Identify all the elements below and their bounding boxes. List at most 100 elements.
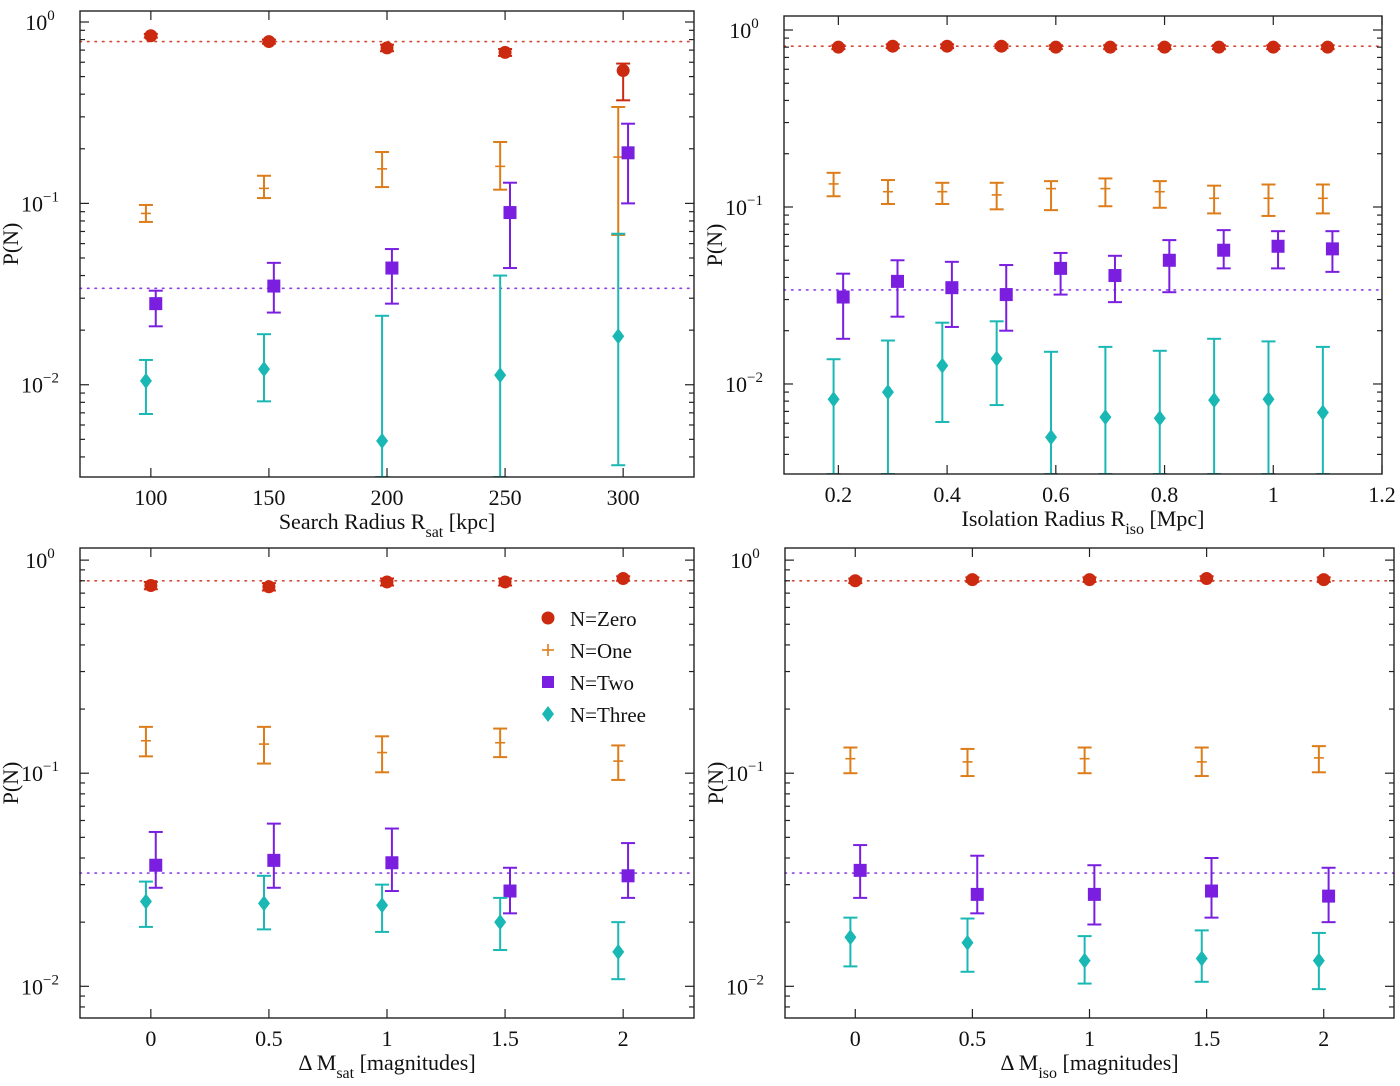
x-tick-label: 0.6 <box>1042 482 1070 507</box>
legend-label: N=Zero <box>570 607 637 631</box>
data-point-n-three <box>611 232 626 467</box>
data-point-n-three <box>1194 929 1209 983</box>
x-axis-label-main: Search Radius R <box>279 509 426 534</box>
data-point-n-two <box>853 844 868 899</box>
data-point-n-zero <box>1266 40 1281 54</box>
data-point-n-one <box>1098 177 1113 208</box>
y-axis-label: P(N) <box>0 223 23 266</box>
marker-square <box>1162 253 1176 267</box>
data-point-n-zero <box>261 35 276 49</box>
x-axis-label-subscript: iso <box>1038 1065 1057 1082</box>
data-point-n-one <box>493 140 508 191</box>
data-point-n-one <box>960 747 975 778</box>
x-axis-label-unit: [magnitudes] <box>354 1050 476 1075</box>
data-point-n-one <box>1194 746 1209 778</box>
y-tick-label: 10−1 <box>725 193 763 220</box>
y-axis-label: P(N) <box>0 762 23 805</box>
data-point-n-three <box>960 917 975 973</box>
y-tick-base: 10 <box>726 761 748 786</box>
x-tick-label: 1.5 <box>1193 1026 1221 1051</box>
x-tick-label: 100 <box>134 485 167 510</box>
legend-item: N=Two <box>542 671 634 695</box>
data-point-n-three <box>826 358 841 474</box>
data-point-n-zero <box>1082 573 1097 587</box>
data-point-n-three <box>1315 345 1330 474</box>
y-tick-base: 10 <box>21 191 43 216</box>
data-point-n-one <box>843 746 858 775</box>
y-tick-exponent: 0 <box>47 8 55 24</box>
data-point-n-one <box>257 174 272 200</box>
data-point-n-two <box>944 260 959 328</box>
data-point-n-three <box>493 274 508 477</box>
data-point-n-zero <box>1048 40 1063 54</box>
data-point-n-two <box>266 261 281 314</box>
x-tick-label: 0.2 <box>825 482 853 507</box>
marker-square <box>970 887 984 901</box>
data-point-n-zero <box>143 579 158 593</box>
data-point-n-zero <box>831 40 846 54</box>
marker-circle <box>994 39 1008 53</box>
data-point-n-zero <box>965 573 980 587</box>
marker-square <box>1322 889 1336 903</box>
data-point-n-three <box>935 321 950 423</box>
data-point-n-two <box>1162 239 1177 294</box>
x-tick-label: 0 <box>145 1026 156 1051</box>
data-point-n-one <box>1077 746 1092 775</box>
y-tick-exponent: −2 <box>747 370 763 386</box>
marker-diamond <box>827 391 840 408</box>
data-point-n-zero <box>380 575 394 589</box>
data-point-n-zero <box>1316 573 1331 587</box>
marker-circle <box>1266 40 1280 54</box>
data-point-n-two <box>1053 251 1068 296</box>
marker-square <box>1108 269 1122 283</box>
x-axis-label-unit: [Mpc] <box>1144 506 1204 531</box>
x-axis-label-main: Isolation Radius R <box>962 506 1126 531</box>
data-point-n-three <box>1261 340 1276 474</box>
axes-frame <box>783 15 1383 475</box>
y-tick-exponent: −1 <box>43 189 59 205</box>
y-tick-base: 10 <box>21 761 43 786</box>
data-point-n-one <box>611 105 626 236</box>
y-axis-label: P(N) <box>703 762 728 805</box>
axes-frame <box>784 547 1395 1019</box>
y-tick-label: 10−2 <box>21 972 59 999</box>
marker-square <box>1087 887 1101 901</box>
marker-circle <box>616 64 630 78</box>
y-tick-exponent: −2 <box>43 972 59 988</box>
marker-circle <box>831 40 845 54</box>
marker-circle <box>886 39 900 53</box>
y-tick-base: 10 <box>25 10 47 35</box>
y-tick-exponent: −1 <box>748 759 764 775</box>
y-axis-label: P(N) <box>702 224 727 267</box>
data-point-n-two <box>999 264 1014 332</box>
data-point-n-zero <box>616 62 631 102</box>
y-tick-label: 100 <box>729 16 759 43</box>
marker-circle <box>498 575 512 589</box>
legend-marker-diamond <box>542 706 554 722</box>
x-tick-label: 1.5 <box>491 1026 519 1051</box>
data-point-n-one <box>375 735 390 774</box>
marker-circle <box>1317 573 1331 587</box>
data-point-n-one <box>826 171 841 198</box>
legend-label: N=Three <box>570 703 646 727</box>
marker-circle <box>1083 573 1096 587</box>
y-tick-label: 10−2 <box>726 972 764 999</box>
marker-diamond <box>1099 409 1112 426</box>
data-point-n-three <box>257 333 272 403</box>
data-point-n-two <box>1271 230 1286 270</box>
marker-diamond <box>612 943 625 960</box>
marker-diamond <box>1078 952 1091 969</box>
data-point-n-three <box>1044 350 1059 474</box>
marker-square <box>385 261 399 275</box>
marker-diamond <box>258 361 271 378</box>
data-point-n-zero <box>1199 571 1214 585</box>
x-tick-label: 1 <box>1268 482 1279 507</box>
data-point-n-one <box>611 744 626 781</box>
x-tick-label: 0 <box>850 1026 861 1051</box>
data-point-n-one <box>257 725 272 765</box>
data-point-n-one <box>1315 183 1330 215</box>
marker-circle <box>1212 40 1226 54</box>
